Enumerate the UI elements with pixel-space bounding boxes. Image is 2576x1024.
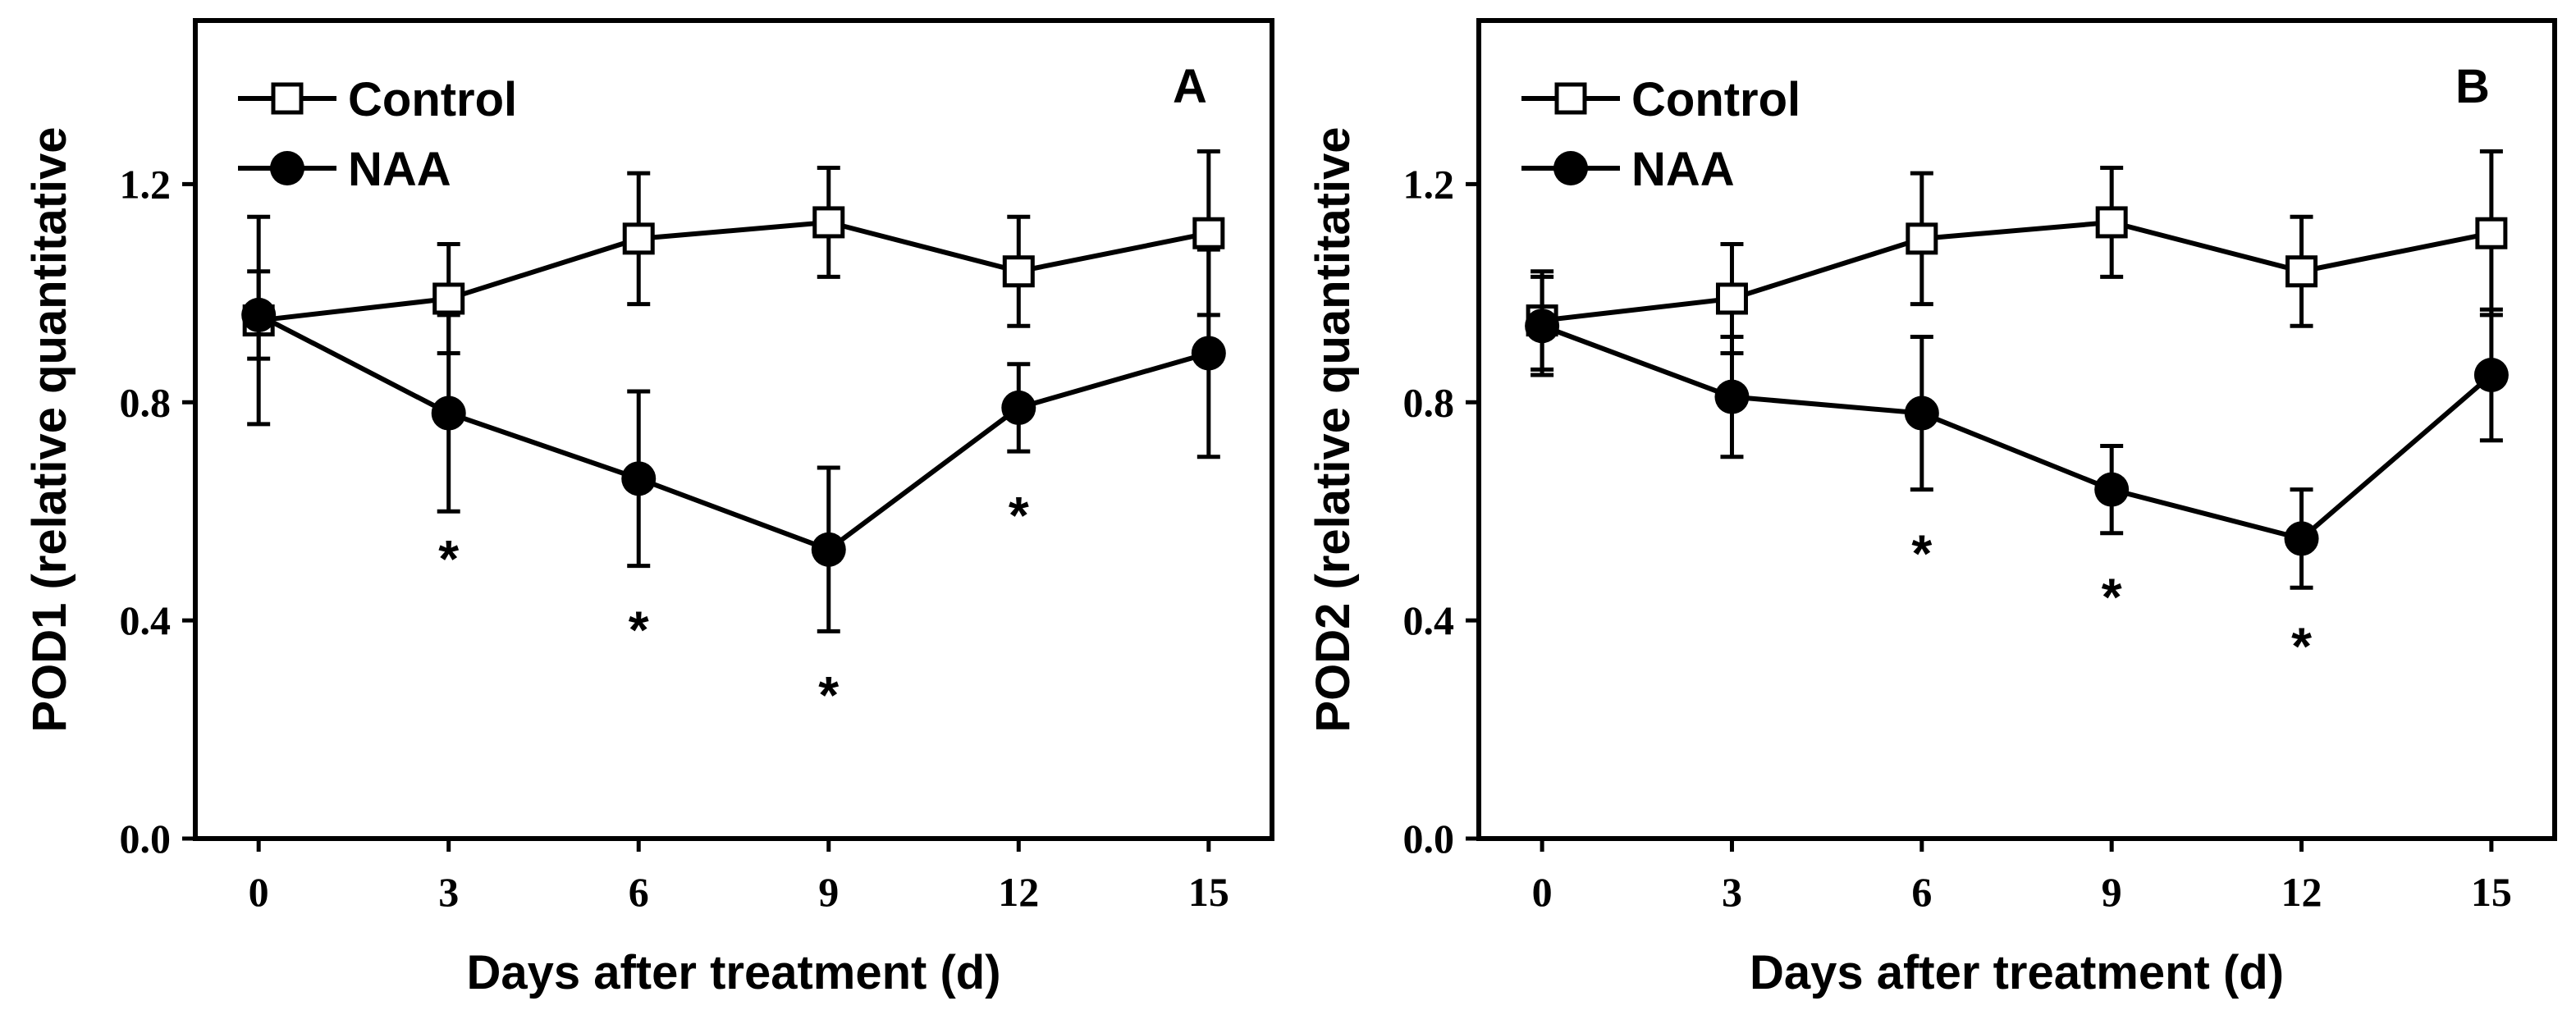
y-tick-label: 1.2 (1403, 161, 1455, 207)
series-line-control (1541, 219, 2492, 323)
data-point-naa (2284, 521, 2319, 556)
x-tick-label: 3 (438, 869, 459, 915)
series-line-naa (1541, 323, 2493, 542)
x-tick-label: 6 (629, 869, 649, 915)
chart-panel-b: 0 3 6 9 12 15 0.0 0.4 0.8 1.2 Days after treatment… (1306, 18, 2557, 999)
x-tick-label: 0 (1532, 869, 1553, 915)
y-tick-label: 0.4 (120, 597, 172, 643)
data-point-control (812, 206, 845, 239)
legend-label-naa: NAA (348, 143, 451, 196)
legend-marker-control (271, 82, 304, 115)
data-point-control (2475, 217, 2508, 249)
x-tick-label: 15 (1188, 869, 1229, 915)
data-point-naa (431, 395, 466, 431)
legend: Control NAA (238, 73, 517, 196)
y-tick-label: 0.0 (120, 816, 172, 862)
plot-frame (193, 18, 1274, 841)
x-tick-label: 12 (998, 869, 1039, 915)
legend-label-naa: NAA (1631, 143, 1735, 196)
y-axis-title: POD2 (relative quantitative (1306, 126, 1360, 732)
x-tick-label: 9 (818, 869, 839, 915)
y-tick-label: 0.4 (1403, 597, 1455, 643)
chart-panel-a: 0 3 6 9 12 15 0.0 0.4 0.8 1.2 Days after treatment… (23, 18, 1274, 999)
data-point-naa (241, 297, 277, 332)
data-point-control (1906, 222, 1938, 255)
data-point-control (1192, 217, 1225, 249)
legend-label-control: Control (1631, 73, 1800, 126)
data-point-naa (2473, 358, 2509, 393)
significance-star: * (438, 529, 459, 588)
series-naa (1525, 274, 2509, 590)
significance-star: * (2102, 568, 2122, 627)
x-axis-title: Days after treatment (d) (1750, 946, 2284, 999)
y-axis-title: POD1 (relative quantitative (23, 126, 76, 732)
series-naa (241, 247, 1226, 633)
data-point-control (432, 282, 465, 315)
plot-frame (1476, 18, 2557, 841)
significance-star: * (1009, 486, 1029, 545)
data-point-control (1715, 282, 1748, 315)
legend-marker-naa (270, 151, 304, 185)
significance-star: * (2291, 616, 2312, 675)
significance-star: * (818, 665, 839, 725)
x-tick-label: 6 (1911, 869, 1932, 915)
significance-star: * (629, 600, 649, 659)
data-point-naa (1191, 336, 1226, 371)
series-line-control (258, 219, 1210, 323)
x-axis-title: Days after treatment (d) (466, 946, 1000, 999)
x-tick-label: 12 (2281, 869, 2322, 915)
series-line-naa (257, 313, 1210, 553)
legend: Control NAA (1521, 73, 1800, 196)
y-tick-label: 0.8 (1403, 379, 1455, 425)
panel-label: A (1173, 60, 1207, 113)
data-point-naa (621, 461, 657, 496)
y-tick-label: 0.0 (1403, 816, 1455, 862)
x-tick-label: 3 (1722, 869, 1742, 915)
data-point-naa (2094, 472, 2130, 507)
y-tick-label: 0.8 (120, 379, 172, 425)
y-tick-label: 1.2 (120, 161, 172, 207)
data-point-naa (1904, 395, 1939, 431)
x-tick-label: 15 (2471, 869, 2512, 915)
legend-marker-naa (1553, 151, 1588, 185)
panel-label: B (2455, 60, 2490, 113)
data-point-naa (1714, 379, 1750, 414)
data-point-control (1002, 255, 1035, 288)
data-point-control (2095, 206, 2128, 239)
data-point-control (622, 222, 655, 255)
data-point-naa (1001, 390, 1036, 425)
data-point-naa (811, 532, 846, 567)
x-tick-label: 9 (2102, 869, 2122, 915)
data-point-control (2285, 255, 2318, 288)
significance-star: * (1911, 523, 1932, 583)
legend-label-control: Control (348, 73, 517, 126)
x-tick-label: 0 (249, 869, 269, 915)
data-point-naa (1525, 309, 1560, 344)
legend-marker-control (1554, 82, 1587, 115)
